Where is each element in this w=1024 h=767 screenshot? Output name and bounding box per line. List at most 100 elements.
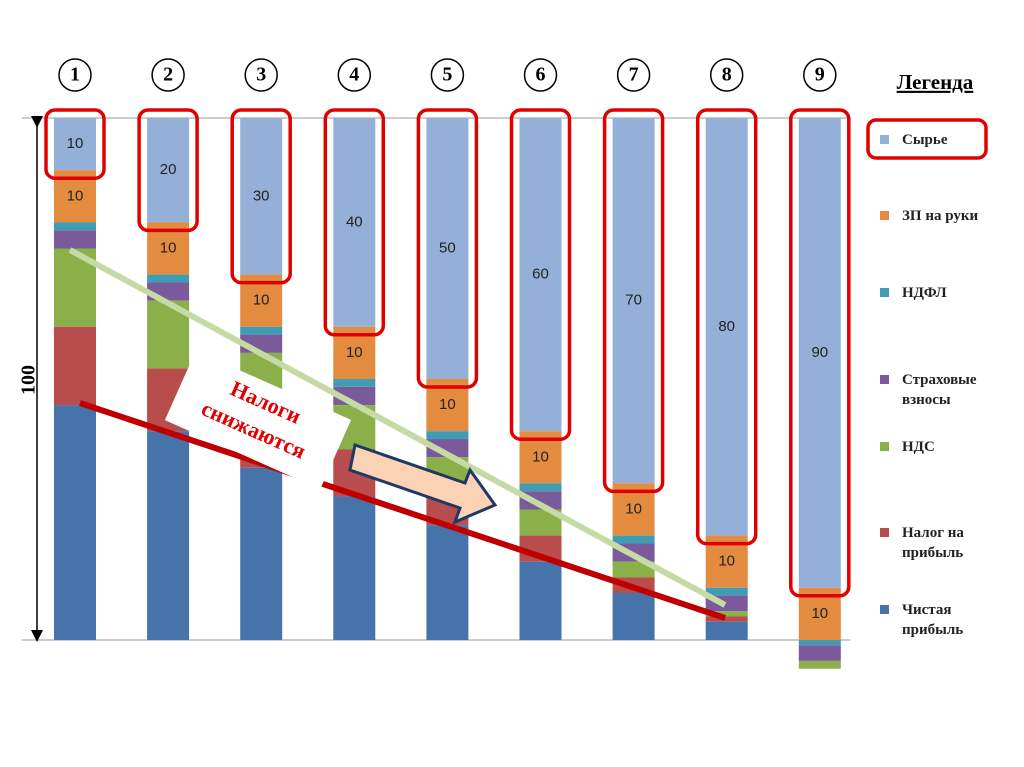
- value-label: 10: [253, 292, 270, 309]
- bar-segment: [54, 326, 96, 406]
- bar-segment: [54, 118, 96, 171]
- category-circle: [58, 58, 92, 92]
- highlight-box: [44, 108, 106, 180]
- legend-highlight: [866, 118, 988, 160]
- bar-segment: [798, 118, 841, 588]
- bar-segment: [147, 274, 190, 283]
- highlight-box: [789, 108, 851, 598]
- value-label: 10: [625, 500, 642, 517]
- highlight-box: [695, 108, 758, 546]
- y-label: 100: [18, 365, 40, 395]
- bar-segment: [333, 379, 376, 387]
- bar-segment: [54, 222, 96, 231]
- category-label: 2: [163, 64, 173, 86]
- category-label: 4: [349, 64, 359, 86]
- legend-swatch: [880, 135, 889, 144]
- legend-swatch: [880, 211, 889, 220]
- bar-segment: [240, 326, 283, 335]
- bar-segment: [612, 593, 655, 640]
- value-label: 10: [439, 396, 456, 413]
- value-label: 10: [160, 239, 177, 256]
- value-label: 10: [718, 553, 735, 570]
- bar-segment: [519, 491, 562, 510]
- bar-segment: [612, 561, 655, 578]
- bar-segment: [612, 535, 655, 544]
- value-label: 30: [253, 187, 270, 204]
- bar-segment: [519, 118, 562, 432]
- annotation-box: Налоги снижаются: [164, 350, 352, 490]
- legend-swatch: [880, 442, 889, 451]
- value-label: 10: [346, 344, 363, 361]
- value-label: 10: [67, 187, 84, 204]
- category-circle: [523, 58, 558, 92]
- category-circle: [709, 58, 744, 92]
- bar-segment: [54, 230, 96, 249]
- legend-swatch: [880, 528, 889, 537]
- bar-segment: [240, 118, 283, 275]
- legend-label: Налог на прибыль: [902, 525, 964, 561]
- category-label: 3: [256, 64, 266, 86]
- legend-title: Легенда: [897, 70, 974, 94]
- value-label: 10: [532, 448, 549, 465]
- bar-segment: [333, 496, 376, 640]
- category-label: 8: [722, 64, 732, 86]
- bar-segment: [426, 439, 469, 458]
- bar-segment: [519, 483, 562, 492]
- legend-label: НДФЛ: [902, 285, 947, 301]
- bar-segment: [426, 525, 469, 640]
- category-circle: [616, 58, 651, 92]
- category-label: 6: [536, 64, 546, 86]
- value-label: 20: [160, 161, 177, 178]
- trend-green: [68, 247, 727, 608]
- bar-segment: [705, 621, 748, 640]
- bars: [22, 117, 850, 669]
- legend-swatch: [880, 288, 889, 297]
- bar-segment: [798, 660, 841, 669]
- value-label: 10: [811, 605, 828, 622]
- highlight-box: [137, 108, 199, 233]
- trend-red: [79, 400, 726, 621]
- legend-label: Сырье: [902, 132, 948, 148]
- value-label: 40: [346, 213, 363, 230]
- bar-segment: [612, 118, 655, 484]
- category-circle: [337, 58, 372, 92]
- value-label: 50: [439, 239, 456, 256]
- bar-segment: [426, 118, 469, 379]
- legend: [866, 118, 988, 614]
- category-circle: [430, 58, 465, 92]
- category-circle: [244, 58, 278, 92]
- bar-segment: [705, 587, 748, 596]
- legend-label: Страховые взносы: [902, 372, 977, 408]
- value-label: 70: [625, 292, 642, 309]
- legend-label: Чистая прибыль: [902, 602, 964, 638]
- value-label: 80: [718, 318, 735, 335]
- highlight-box: [230, 108, 292, 285]
- highlight-box: [602, 108, 665, 494]
- category-circle: [803, 58, 837, 92]
- highlight-box: [416, 108, 479, 389]
- category-label: 5: [442, 64, 452, 86]
- bar-segment: [705, 118, 748, 536]
- bar-segment: [333, 118, 376, 327]
- legend-label: НДС: [902, 439, 935, 455]
- value-label: 60: [532, 266, 549, 283]
- category-label: 7: [629, 64, 639, 86]
- arrow: [348, 443, 498, 525]
- bar-segment: [798, 640, 841, 646]
- bar-segment: [705, 611, 748, 617]
- category-circle: [151, 58, 185, 92]
- bar-segment: [147, 431, 190, 640]
- bar-segment: [519, 561, 562, 640]
- highlight-box: [323, 108, 386, 337]
- bar-segment: [54, 405, 96, 640]
- value-label: 90: [811, 344, 828, 361]
- legend-swatch: [880, 605, 889, 614]
- legend-swatch: [880, 375, 889, 384]
- annotation-bg: [164, 350, 352, 490]
- category-label: 9: [815, 64, 825, 86]
- legend-label: ЗП на руки: [902, 208, 979, 224]
- category-label: 1: [70, 64, 80, 86]
- bar-segment: [798, 645, 841, 661]
